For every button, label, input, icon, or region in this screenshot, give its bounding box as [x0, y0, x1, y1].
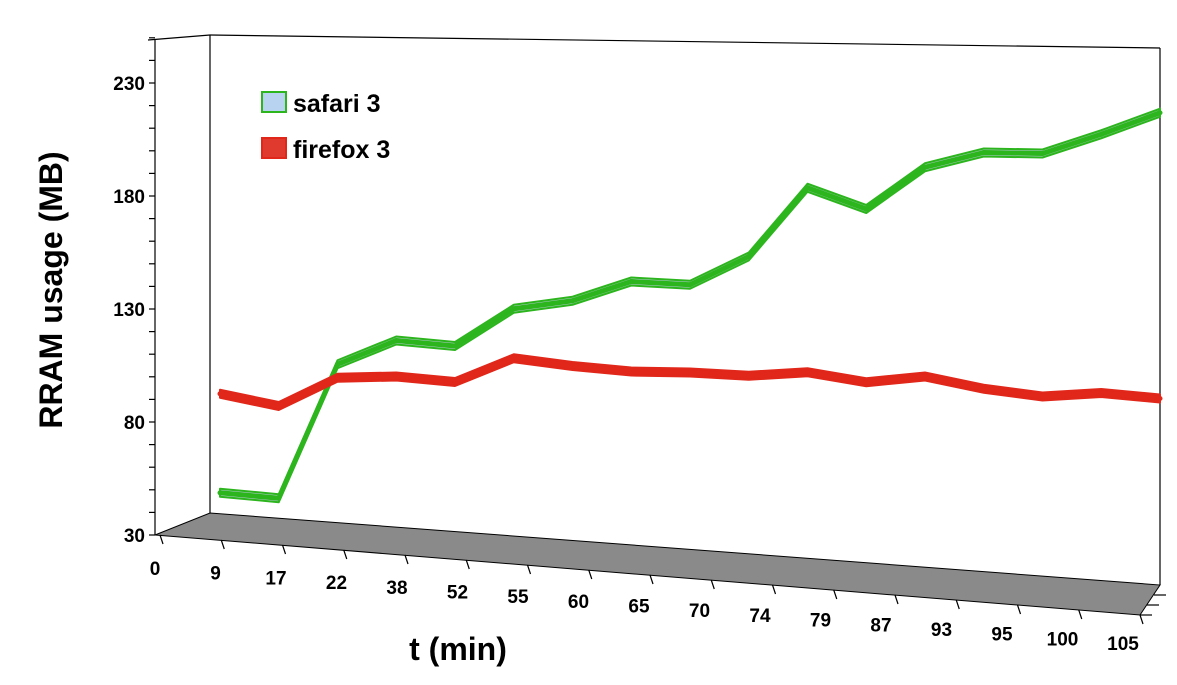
- series-segment: [746, 369, 810, 379]
- series-segment: [335, 338, 399, 367]
- x-tick-mark: [894, 594, 899, 605]
- series-segment: [687, 254, 752, 288]
- x-tick-mark: [1139, 614, 1144, 625]
- series-segment: [628, 279, 693, 288]
- series-segment: [863, 374, 928, 385]
- series-segment: [452, 355, 517, 385]
- series-segment: [746, 185, 810, 259]
- side-top-edge: [147, 34, 211, 41]
- x-tick-label: 74: [749, 606, 771, 627]
- x-tick-mark: [710, 579, 715, 590]
- legend-swatch-safari: [261, 91, 287, 113]
- series-ribbon-firefox: [219, 353, 1161, 411]
- x-tick-label: 38: [386, 578, 407, 599]
- series-lines: [217, 107, 1163, 504]
- series-segment: [1098, 390, 1163, 401]
- series-segment: [570, 363, 634, 374]
- legend-label-firefox: firefox 3: [293, 136, 390, 164]
- x-tick-label: 93: [931, 620, 952, 641]
- x-tick-label: 65: [628, 597, 650, 618]
- x-tick-label: 105: [1107, 634, 1139, 655]
- y-tick-label: 180: [113, 187, 145, 208]
- x-tick-mark: [833, 589, 838, 600]
- x-tick-label: 100: [1047, 629, 1079, 650]
- y-tick-label: 230: [113, 74, 145, 95]
- y-tick-label: 80: [124, 413, 145, 434]
- x-tick-label: 22: [326, 573, 347, 594]
- x-tick-mark: [281, 544, 287, 555]
- series-segment: [687, 370, 752, 379]
- x-tick-label: 95: [991, 625, 1013, 646]
- x-tick-mark: [955, 599, 960, 610]
- legend-swatch-firefox: [261, 137, 287, 159]
- series-segment: [1040, 390, 1104, 399]
- series-segment: [1040, 131, 1104, 156]
- series-segment: [452, 306, 517, 349]
- series-ribbon-safari: [219, 107, 1161, 504]
- series-segment: [863, 164, 928, 212]
- x-tick-label: 60: [568, 592, 589, 613]
- x-tick-label: 70: [689, 601, 710, 622]
- x-tick-label: 79: [810, 611, 831, 632]
- y-axis: 30 80 130 180 230: [113, 37, 155, 547]
- back-top-edge: [209, 34, 1161, 49]
- series-segment: [511, 298, 575, 312]
- series-segment: [217, 391, 282, 409]
- y-axis-title: RRAM usage (MB): [33, 151, 69, 428]
- legend: safari 3 firefox 3: [261, 90, 390, 164]
- y-tick-label: 130: [113, 300, 145, 321]
- x-tick-mark: [649, 574, 654, 585]
- series-segment: [393, 374, 458, 385]
- x-tick-mark: [465, 559, 470, 570]
- series-segment: [922, 374, 987, 392]
- x-tick-label: 17: [265, 568, 286, 589]
- x-tick-label: 0: [150, 559, 161, 580]
- x-tick-mark: [1016, 604, 1022, 615]
- series-segment: [628, 369, 693, 375]
- series-segment: [511, 355, 575, 369]
- x-tick-mark: [220, 539, 225, 550]
- x-tick-label: 52: [447, 582, 468, 603]
- x-tick-label: 87: [870, 615, 891, 636]
- chart-frame: [147, 34, 1161, 616]
- series-segment: [276, 375, 340, 409]
- x-tick-mark: [159, 534, 164, 545]
- x-tick-label: 9: [210, 564, 221, 585]
- x-axis-title: t (min): [409, 631, 507, 667]
- x-tick-mark: [526, 564, 532, 575]
- x-tick-mark: [1078, 609, 1083, 620]
- series-segment: [805, 185, 869, 212]
- series-segment: [981, 150, 1045, 156]
- x-tick-mark: [404, 554, 409, 565]
- x-axis: 0 9 17 22 38 52 55 60 65 70 74 79 87 93 95 100 105: [150, 534, 1166, 655]
- series-segment: [981, 386, 1045, 399]
- series-segment: [1098, 110, 1163, 137]
- series-segment: [335, 374, 399, 381]
- chart-floor: [154, 512, 1161, 616]
- x-tick-mark: [343, 549, 348, 560]
- x-tick-mark: [771, 584, 777, 595]
- legend-label-safari: safari 3: [293, 90, 381, 118]
- y-tick-label: 30: [124, 526, 145, 547]
- series-segment: [922, 150, 987, 170]
- series-segment: [393, 338, 458, 349]
- series-segment: [805, 369, 869, 385]
- series-segment: [570, 279, 634, 304]
- x-tick-label: 55: [507, 587, 529, 608]
- series-segment: [217, 490, 282, 501]
- x-tick-mark: [588, 569, 593, 580]
